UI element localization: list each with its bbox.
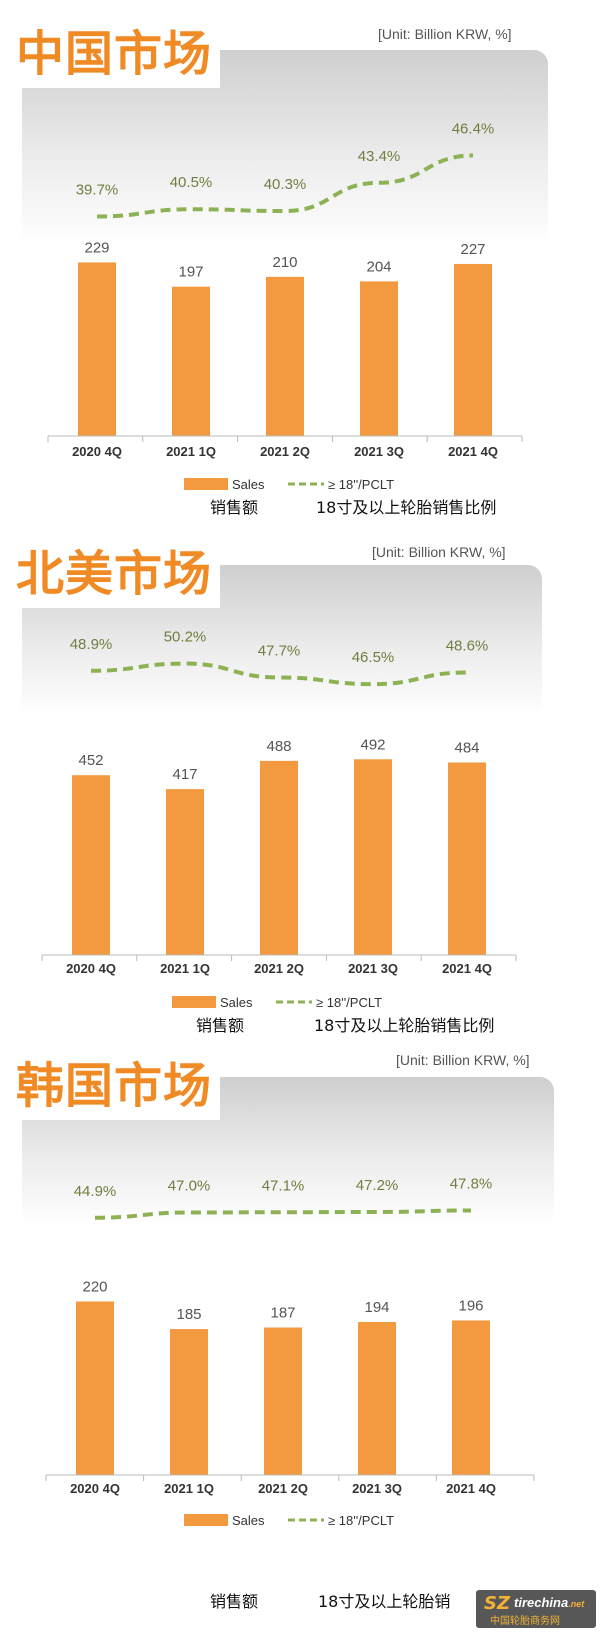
sales-bar bbox=[452, 1320, 490, 1475]
x-tick-label: 2021 3Q bbox=[352, 1481, 402, 1496]
x-tick-label: 2021 4Q bbox=[446, 1481, 496, 1496]
sales-bar bbox=[264, 1327, 302, 1475]
sales-bar bbox=[76, 1301, 114, 1475]
x-tick-label: 2021 2Q bbox=[254, 961, 304, 976]
sales-value-label: 185 bbox=[176, 1306, 201, 1323]
ratio-value-label: 47.2% bbox=[356, 1177, 399, 1194]
unit-label: [Unit: Billion KRW, %] bbox=[396, 1052, 530, 1068]
sales-value-label: 197 bbox=[178, 264, 203, 281]
ratio-value-label: 40.3% bbox=[264, 176, 307, 193]
x-tick-label: 2021 1Q bbox=[160, 961, 210, 976]
sales-bar bbox=[172, 286, 210, 436]
x-tick-label: 2021 2Q bbox=[258, 1481, 308, 1496]
sales-value-label: 229 bbox=[84, 239, 109, 256]
legend-sales-swatch bbox=[184, 478, 228, 490]
legend-ratio-label: ≥ 18''/PCLT bbox=[316, 995, 382, 1010]
unit-label: [Unit: Billion KRW, %] bbox=[378, 26, 512, 42]
ratio-value-label: 47.1% bbox=[262, 1177, 305, 1194]
x-tick-label: 2021 4Q bbox=[448, 444, 498, 459]
watermark-site: tirechina.net bbox=[514, 1595, 585, 1610]
legend-sales-swatch bbox=[172, 996, 216, 1008]
sales-value-label: 452 bbox=[78, 752, 103, 769]
x-tick-label: 2021 2Q bbox=[260, 444, 310, 459]
x-tick-label: 2021 3Q bbox=[348, 961, 398, 976]
sales-bar bbox=[360, 281, 398, 436]
ratio-value-label: 50.2% bbox=[164, 629, 207, 646]
watermark-logo: SZ bbox=[484, 1593, 511, 1614]
sales-value-label: 488 bbox=[266, 738, 291, 755]
x-tick-label: 2020 4Q bbox=[70, 1481, 120, 1496]
legend-ratio-cn: 18寸及以上轮胎销售比例 bbox=[316, 498, 497, 517]
sales-bar bbox=[78, 262, 116, 436]
korea-market-panel: 220 185 187 194 196 2020 4Q 2021 1Q 2021 2Q 2021… bbox=[0, 1040, 600, 1634]
legend-sales-label: Sales bbox=[220, 995, 253, 1010]
sales-value-label: 194 bbox=[364, 1299, 389, 1316]
ratio-value-label: 47.7% bbox=[258, 642, 301, 659]
legend-ratio-cn: 18寸及以上轮胎销 bbox=[318, 1592, 451, 1611]
sales-value-label: 210 bbox=[272, 254, 297, 271]
market-title: 韩国市场 bbox=[8, 1046, 221, 1120]
ratio-value-label: 46.5% bbox=[352, 649, 395, 666]
legend-sales-swatch bbox=[184, 1514, 228, 1526]
market-title: 中国市场 bbox=[8, 14, 221, 88]
sales-value-label: 220 bbox=[82, 1278, 107, 1295]
ratio-band-background bbox=[22, 50, 548, 246]
legend-sales-cn: 销售额 bbox=[210, 498, 259, 517]
legend-sales-cn: 销售额 bbox=[210, 1592, 259, 1611]
sales-bar bbox=[454, 263, 492, 436]
north-america-market-panel: 452 417 488 492 484 2020 4Q 2021 1Q 2021 2Q 2021… bbox=[0, 520, 600, 1040]
ratio-value-label: 48.9% bbox=[70, 636, 113, 653]
sales-bar bbox=[166, 789, 204, 955]
x-tick-label: 2021 1Q bbox=[164, 1481, 214, 1496]
sales-value-label: 204 bbox=[366, 258, 391, 275]
ratio-value-label: 39.7% bbox=[76, 182, 119, 199]
ratio-value-label: 43.4% bbox=[358, 148, 401, 165]
x-tick-label: 2021 4Q bbox=[442, 961, 492, 976]
sales-value-label: 196 bbox=[458, 1297, 483, 1314]
sales-bar bbox=[448, 762, 486, 955]
x-tick-label: 2021 3Q bbox=[354, 444, 404, 459]
china-market-chart: 229 197 210 204 227 2020 4Q 2021 1Q 2021 2Q 2021… bbox=[22, 50, 548, 492]
x-tick-label: 2021 1Q bbox=[166, 444, 216, 459]
ratio-value-label: 44.9% bbox=[74, 1183, 117, 1200]
market-title: 北美市场 bbox=[8, 534, 221, 608]
sales-bar bbox=[358, 1321, 396, 1475]
sales-bar bbox=[354, 759, 392, 955]
ratio-value-label: 46.4% bbox=[452, 120, 495, 137]
ratio-line bbox=[96, 153, 474, 219]
sales-value-label: 227 bbox=[460, 241, 485, 258]
china-market-panel: 229 197 210 204 227 2020 4Q 2021 1Q 2021 2Q 2021… bbox=[0, 0, 600, 520]
x-tick-label: 2020 4Q bbox=[66, 961, 116, 976]
unit-label: [Unit: Billion KRW, %] bbox=[372, 544, 506, 560]
korea-market-chart: 220 185 187 194 196 2020 4Q 2021 1Q 2021 2Q 2021… bbox=[22, 1077, 554, 1528]
x-tick-label: 2020 4Q bbox=[72, 444, 122, 459]
watermark-cn: 中国轮胎商务网 bbox=[490, 1616, 560, 1627]
ratio-value-label: 47.0% bbox=[168, 1178, 211, 1195]
sales-value-label: 417 bbox=[172, 766, 197, 783]
ratio-value-label: 47.8% bbox=[450, 1176, 493, 1193]
legend-sales-cn: 销售额 bbox=[196, 1016, 245, 1035]
sales-bar bbox=[266, 276, 304, 436]
legend-ratio-cn: 18寸及以上轮胎销售比例 bbox=[314, 1016, 495, 1035]
sales-value-label: 492 bbox=[360, 736, 385, 753]
sales-value-label: 187 bbox=[270, 1305, 295, 1322]
legend-ratio-label: ≥ 18''/PCLT bbox=[328, 477, 394, 492]
sales-bar bbox=[260, 760, 298, 955]
sales-bar bbox=[72, 775, 110, 955]
legend-sales-label: Sales bbox=[232, 1513, 265, 1528]
legend-sales-label: Sales bbox=[232, 477, 265, 492]
sales-bar bbox=[170, 1329, 208, 1475]
legend-ratio-label: ≥ 18''/PCLT bbox=[328, 1513, 394, 1528]
watermark: SZ tirechina.net 中国轮胎商务网 bbox=[476, 1590, 596, 1628]
ratio-value-label: 40.5% bbox=[170, 174, 213, 191]
ratio-value-label: 48.6% bbox=[446, 637, 489, 654]
sales-value-label: 484 bbox=[454, 739, 479, 756]
